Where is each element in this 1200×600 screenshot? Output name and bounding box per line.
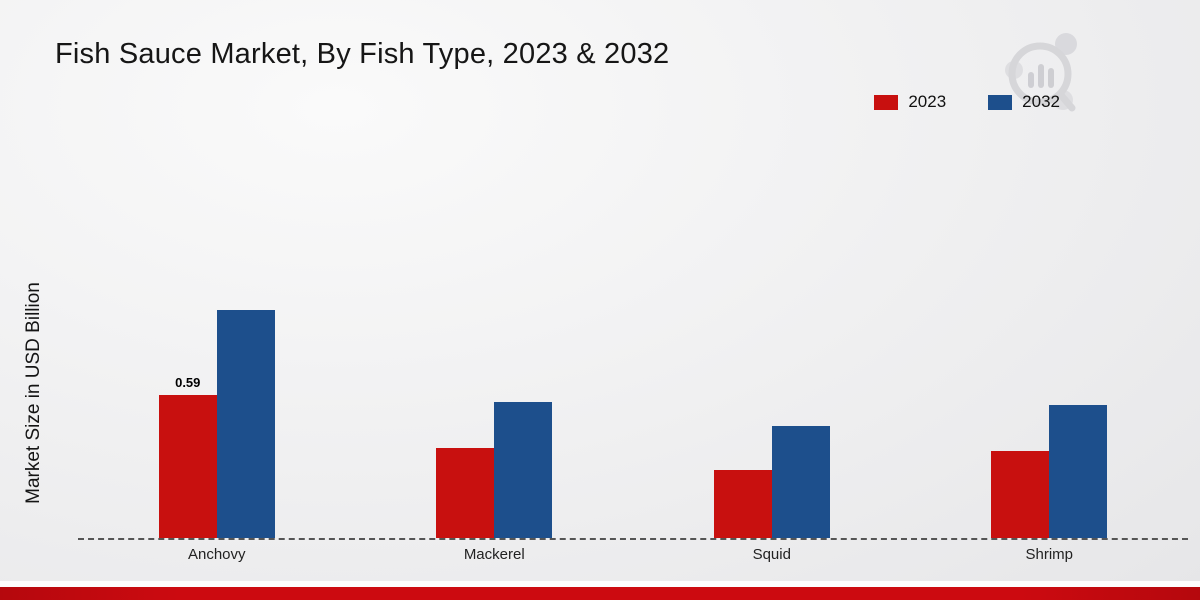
bar-value-label-anchovy-2023: 0.59	[175, 375, 201, 390]
legend-label-2032: 2032	[1022, 92, 1060, 111]
legend-swatch-2023	[874, 94, 899, 110]
legend: 2023 2032	[874, 92, 1060, 112]
bar-group-squid	[713, 426, 830, 538]
bar-group-shrimp	[991, 405, 1108, 538]
legend-label-2023: 2023	[908, 92, 947, 111]
chart-title: Fish Sauce Market, By Fish Type, 2023 & …	[55, 38, 670, 70]
bar-groups: 0.59	[78, 150, 1188, 538]
y-axis-label: Market Size in USD Billion	[23, 282, 44, 504]
category-label-anchovy: Anchovy	[187, 546, 246, 563]
legend-swatch-2032	[988, 94, 1013, 110]
bar-chart-magnifier-icon	[1005, 33, 1077, 112]
footer-red-strip	[0, 587, 1200, 600]
bar-2023-mackerel	[436, 448, 495, 538]
legend-item-2032: 2032	[988, 92, 1060, 112]
category-label-mackerel: Mackerel	[463, 546, 525, 563]
bar-wrap	[436, 448, 495, 538]
brand-watermark-logo	[1000, 28, 1082, 119]
bar-wrap: 0.59	[158, 375, 217, 538]
x-axis-baseline	[78, 538, 1188, 540]
category-labels: Anchovy Mackerel Squid Shrimp	[78, 546, 1188, 563]
bar-2023-squid	[713, 470, 772, 538]
bar-2032-shrimp	[1049, 405, 1108, 538]
bar-wrap	[216, 310, 275, 538]
bar-2032-squid	[771, 426, 830, 538]
bar-group-anchovy: 0.59	[158, 310, 275, 538]
bar-wrap	[494, 402, 553, 538]
footer-white-strip	[0, 581, 1200, 587]
bar-wrap	[991, 451, 1050, 538]
bar-group-mackerel	[436, 402, 553, 538]
category-label-squid: Squid	[752, 546, 791, 563]
bar-wrap	[1049, 405, 1108, 538]
bar-2023-anchovy	[158, 395, 217, 538]
bar-wrap	[713, 470, 772, 538]
bar-wrap	[771, 426, 830, 538]
bar-2032-mackerel	[494, 402, 553, 538]
bar-2023-shrimp	[991, 451, 1050, 538]
plot-area: 0.59	[78, 150, 1188, 538]
bar-2032-anchovy	[216, 310, 275, 538]
category-label-shrimp: Shrimp	[1025, 546, 1073, 563]
legend-item-2023: 2023	[874, 92, 946, 112]
